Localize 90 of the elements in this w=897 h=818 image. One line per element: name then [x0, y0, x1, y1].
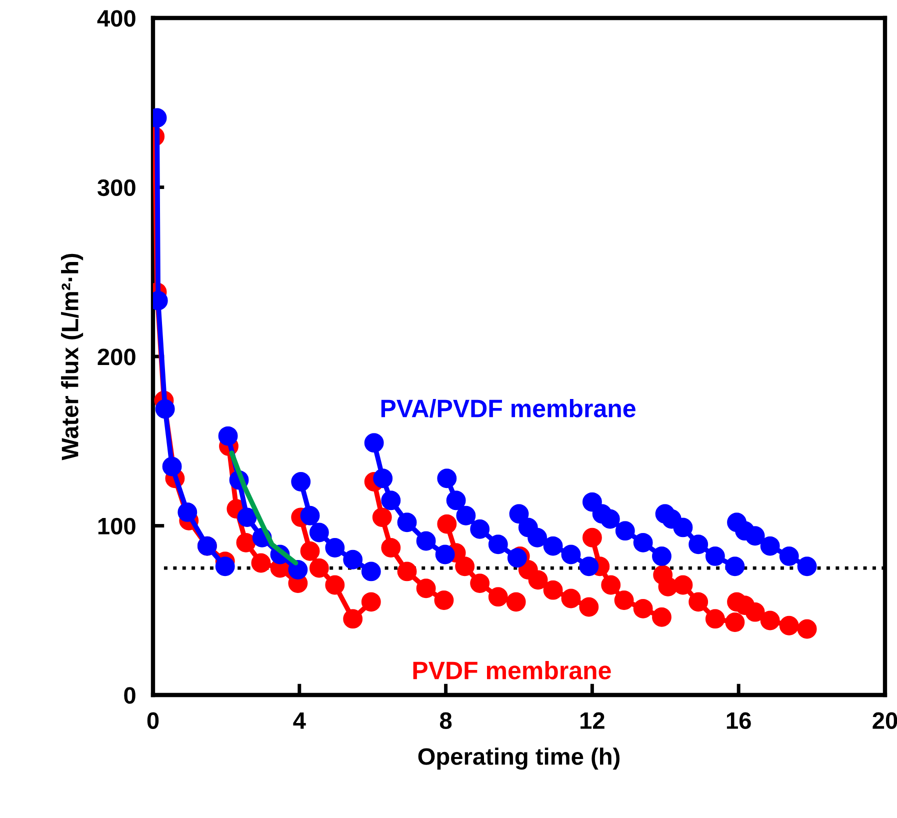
- point: [488, 587, 508, 607]
- series-label: PVDF membrane: [413, 661, 611, 680]
- point: [361, 592, 381, 612]
- y-tick-label: 100: [98, 518, 136, 535]
- point: [397, 512, 417, 532]
- x-tick-label: 4: [293, 712, 306, 729]
- point: [797, 556, 817, 576]
- point: [528, 528, 548, 548]
- point: [397, 562, 417, 582]
- point: [437, 514, 457, 534]
- point: [509, 504, 529, 524]
- point: [300, 506, 320, 526]
- x-tick-label: 20: [872, 712, 897, 730]
- point: [725, 612, 745, 632]
- y-tick-label: 400: [97, 10, 136, 27]
- point: [381, 490, 401, 510]
- point: [673, 575, 693, 595]
- point: [652, 607, 672, 627]
- point: [325, 538, 345, 558]
- point: [579, 556, 599, 576]
- point: [325, 575, 345, 595]
- point: [416, 578, 436, 598]
- point: [561, 588, 581, 608]
- x-tick-label: 0: [147, 712, 159, 730]
- y-tick-label: 200: [98, 348, 136, 366]
- point: [600, 509, 620, 529]
- point: [705, 546, 725, 566]
- point: [561, 544, 581, 564]
- point: [745, 602, 765, 622]
- point: [291, 472, 311, 492]
- point: [652, 546, 672, 566]
- point: [178, 502, 198, 522]
- x-tick-label: 8: [440, 712, 452, 730]
- point: [218, 426, 238, 446]
- point: [688, 592, 708, 612]
- point: [456, 506, 476, 526]
- point: [543, 536, 563, 556]
- point: [582, 528, 602, 548]
- point: [615, 521, 635, 541]
- point: [488, 534, 508, 554]
- point: [470, 574, 490, 594]
- point: [779, 616, 799, 636]
- point: [633, 532, 653, 552]
- point: [633, 598, 653, 618]
- point: [162, 456, 182, 476]
- point: [288, 560, 308, 580]
- point: [797, 619, 817, 639]
- point: [455, 556, 475, 576]
- point: [579, 597, 599, 617]
- x-tick-label: 12: [580, 712, 604, 729]
- point: [236, 532, 256, 552]
- point: [343, 550, 363, 570]
- point: [725, 556, 745, 576]
- y-tick-label: 300: [97, 179, 136, 196]
- point: [416, 531, 436, 551]
- point: [470, 519, 490, 539]
- point: [343, 609, 363, 629]
- point: [745, 526, 765, 546]
- point: [300, 541, 320, 561]
- y-tick-label: 0: [124, 687, 136, 704]
- point: [688, 534, 708, 554]
- point: [381, 538, 401, 558]
- point: [434, 590, 454, 610]
- y-axis-title: Water flux (L/m²·h): [61, 254, 84, 460]
- point: [361, 562, 381, 582]
- point: [760, 610, 780, 630]
- point: [373, 468, 393, 488]
- point: [760, 536, 780, 556]
- point: [705, 609, 725, 629]
- point: [251, 553, 271, 573]
- point: [435, 544, 455, 564]
- point: [309, 522, 329, 542]
- point: [779, 546, 799, 566]
- point: [614, 590, 634, 610]
- point: [215, 556, 235, 576]
- series-label: PVA/PVDF membrane: [381, 399, 636, 418]
- point: [528, 570, 548, 590]
- point: [673, 518, 693, 538]
- point: [601, 575, 621, 595]
- point: [543, 580, 563, 600]
- point: [309, 558, 329, 578]
- point: [155, 399, 175, 419]
- point: [437, 468, 457, 488]
- point: [237, 508, 257, 528]
- point: [364, 433, 384, 453]
- point: [446, 490, 466, 510]
- point: [506, 592, 526, 612]
- x-axis-title: Operating time (h): [418, 748, 620, 770]
- point: [372, 508, 392, 528]
- x-tick-label: 16: [726, 712, 751, 730]
